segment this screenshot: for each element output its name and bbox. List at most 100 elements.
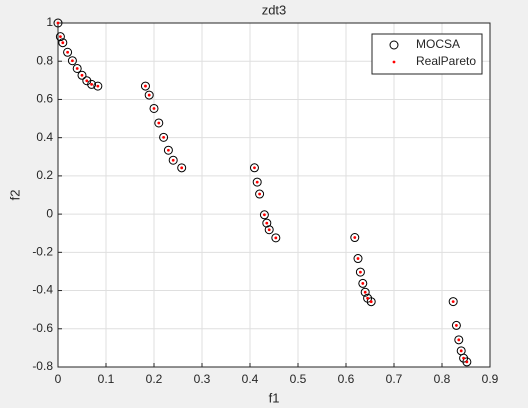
point xyxy=(85,79,89,83)
x-axis-label: f1 xyxy=(269,390,280,405)
point xyxy=(465,360,469,364)
legend-marker xyxy=(389,40,399,50)
point xyxy=(61,41,65,45)
point xyxy=(144,90,154,100)
point xyxy=(59,35,62,39)
point xyxy=(66,50,69,54)
x-tick-label: 0.2 xyxy=(146,372,163,386)
point xyxy=(265,221,269,225)
point xyxy=(67,56,77,66)
y-tick-label: -0.2 xyxy=(32,245,53,259)
point xyxy=(366,296,369,300)
point xyxy=(255,189,265,199)
point xyxy=(369,300,373,304)
point xyxy=(55,32,65,42)
point xyxy=(457,338,461,342)
point xyxy=(255,180,259,184)
point xyxy=(263,213,266,217)
point xyxy=(159,132,169,142)
x-tick-label: 0.7 xyxy=(386,372,403,386)
y-tick-label: 0.8 xyxy=(36,53,53,67)
point xyxy=(451,300,455,304)
point xyxy=(355,267,365,277)
point xyxy=(87,79,97,89)
point xyxy=(252,177,262,187)
y-tick-label: 0.4 xyxy=(36,130,53,144)
point xyxy=(90,82,93,86)
point xyxy=(171,158,175,162)
x-tick-label: 0.9 xyxy=(482,372,499,386)
point xyxy=(462,356,465,360)
point xyxy=(163,145,173,155)
point xyxy=(264,225,274,235)
point xyxy=(71,59,74,63)
x-tick-label: 0.8 xyxy=(434,372,451,386)
point xyxy=(249,163,259,173)
point xyxy=(149,103,159,113)
y-tick-label: 1 xyxy=(46,15,53,29)
point xyxy=(448,297,458,307)
point xyxy=(157,121,161,125)
point xyxy=(366,297,376,307)
legend-label: RealPareto xyxy=(416,54,476,68)
point xyxy=(168,155,178,165)
point xyxy=(356,257,360,260)
x-tick-label: 0.1 xyxy=(98,372,115,386)
point xyxy=(180,166,184,170)
point xyxy=(93,81,103,91)
point xyxy=(75,67,79,70)
point xyxy=(80,73,84,77)
y-tick-label: 0.2 xyxy=(36,168,53,182)
point xyxy=(350,233,360,243)
point xyxy=(56,21,60,25)
point xyxy=(360,287,370,297)
chart-title: zdt3 xyxy=(262,2,287,17)
point xyxy=(154,118,164,128)
point xyxy=(455,324,458,327)
legend-label: MOCSA xyxy=(416,37,460,51)
point xyxy=(274,236,278,240)
point xyxy=(459,349,463,353)
point xyxy=(262,218,272,228)
point xyxy=(53,18,63,28)
legend-marker xyxy=(392,60,396,64)
point xyxy=(353,254,363,264)
point xyxy=(140,81,150,91)
point xyxy=(167,148,170,152)
x-tick-label: 0.6 xyxy=(338,372,355,386)
y-axis-label: f2 xyxy=(7,190,22,201)
point xyxy=(353,236,357,239)
legend-box xyxy=(371,33,483,75)
point xyxy=(58,38,68,48)
point xyxy=(253,166,256,170)
point xyxy=(451,320,461,330)
point xyxy=(359,270,362,274)
point xyxy=(358,278,368,288)
x-tick-label: 0.3 xyxy=(194,372,211,386)
point xyxy=(271,233,281,243)
point xyxy=(96,84,100,88)
point xyxy=(361,282,365,285)
y-tick-label: -0.4 xyxy=(32,283,53,297)
point xyxy=(63,47,73,57)
plot-area xyxy=(58,23,490,367)
point xyxy=(72,63,82,73)
x-tick-label: 0.5 xyxy=(290,372,307,386)
point xyxy=(162,135,166,139)
point xyxy=(258,192,261,196)
point xyxy=(267,228,271,232)
x-tick-label: 0 xyxy=(55,372,62,386)
y-tick-label: -0.6 xyxy=(32,321,53,335)
y-tick-label: 0.6 xyxy=(36,92,53,106)
point xyxy=(363,290,367,294)
point xyxy=(77,70,87,80)
axes-box xyxy=(57,22,491,368)
point xyxy=(152,107,156,110)
y-tick-label: 0 xyxy=(46,206,53,220)
point xyxy=(177,163,187,173)
point xyxy=(144,84,147,88)
point xyxy=(147,93,151,97)
point xyxy=(259,210,269,220)
